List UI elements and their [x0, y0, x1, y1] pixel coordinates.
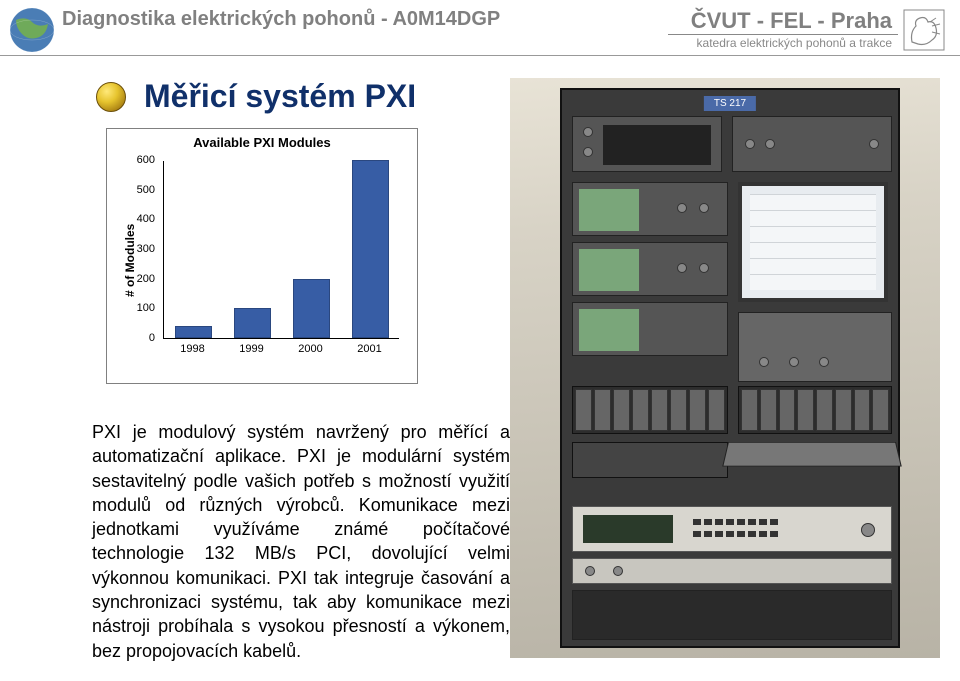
keyboard-tray	[722, 442, 902, 467]
department-name: katedra elektrických pohonů a trakce	[691, 36, 892, 50]
oscilloscope-module	[572, 302, 728, 356]
controller-module	[738, 312, 892, 382]
chart-ytick: 400	[125, 213, 155, 225]
pxi-slot-row	[738, 386, 892, 434]
instrument-module	[572, 116, 722, 172]
pxi-slot-row	[572, 386, 728, 434]
chart-title: Available PXI Modules	[107, 129, 417, 150]
title-bullet-icon	[96, 82, 126, 112]
header-underline	[668, 34, 898, 35]
rack-drawer	[572, 442, 728, 478]
university-name: ČVUT - FEL - Praha	[691, 8, 892, 34]
chart-ytick: 200	[125, 273, 155, 285]
slide-title: Měřicí systém PXI	[144, 78, 416, 115]
chart-ylabel: # of Modules	[123, 224, 137, 297]
chart-ytick: 100	[125, 302, 155, 314]
oscilloscope-module	[572, 242, 728, 296]
chart-xtick: 2001	[345, 343, 395, 355]
pxi-modules-chart: Available PXI Modules # of Modules 0 100 2…	[106, 128, 418, 384]
chart-ytick: 500	[125, 184, 155, 196]
equipment-photo: TS 217	[510, 78, 940, 658]
rack-screen	[738, 182, 888, 302]
chart-plot-area	[163, 161, 399, 339]
chart-ytick: 600	[125, 154, 155, 166]
university-crest-icon	[902, 8, 946, 52]
blank-panel	[572, 590, 892, 640]
instrument-panel	[572, 558, 892, 584]
instrument-panel	[572, 506, 892, 552]
chart-ytick: 0	[125, 332, 155, 344]
body-paragraph: PXI je modulový systém navržený pro měří…	[92, 420, 510, 663]
instrument-module	[732, 116, 892, 172]
equipment-rack: TS 217	[560, 88, 900, 648]
chart-ytick: 300	[125, 243, 155, 255]
chart-bar	[175, 326, 212, 338]
chart-bar	[234, 308, 271, 338]
page-header: Diagnostika elektrických pohonů - A0M14D…	[0, 0, 960, 56]
chart-xtick: 1999	[227, 343, 277, 355]
chart-bar	[352, 160, 389, 338]
slide-body-text: PXI je modulový systém navržený pro měří…	[92, 420, 510, 663]
rack-label: TS 217	[704, 96, 756, 111]
header-right: ČVUT - FEL - Praha katedra elektrických …	[691, 4, 952, 52]
oscilloscope-module	[572, 182, 728, 236]
chart-xtick: 1998	[168, 343, 218, 355]
chart-bar	[293, 279, 330, 338]
chart-xtick: 2000	[286, 343, 336, 355]
course-code: Diagnostika elektrických pohonů - A0M14D…	[56, 4, 691, 31]
globe-icon	[8, 6, 56, 54]
slide-title-row: Měřicí systém PXI	[96, 78, 416, 115]
